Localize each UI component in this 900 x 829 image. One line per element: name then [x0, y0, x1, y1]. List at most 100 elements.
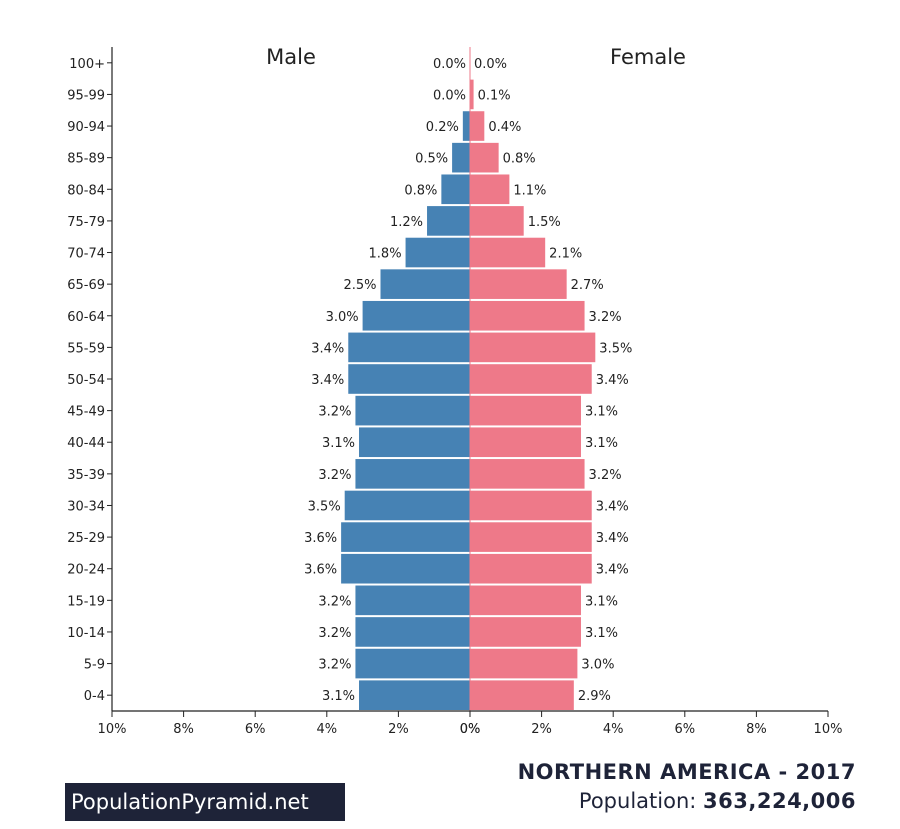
- x-tick-label: 4%: [316, 722, 337, 737]
- female-bar-80-84: [470, 174, 510, 205]
- female-bar-0-4: [470, 680, 574, 710]
- age-group-label: 5-9: [84, 658, 105, 673]
- female-value-label: 3.1%: [585, 436, 618, 451]
- female-value-label: 1.1%: [513, 183, 546, 198]
- male-bar-90-94: [462, 111, 470, 141]
- male-bar-20-24: [341, 553, 470, 584]
- female-bar-55-59: [470, 332, 596, 363]
- x-tick-label: 10%: [814, 722, 843, 737]
- age-group-label: 15-19: [67, 594, 105, 609]
- female-bar-35-39: [470, 459, 585, 489]
- female-value-label: 1.5%: [528, 215, 561, 230]
- female-bar-20-24: [470, 553, 592, 584]
- male-value-label: 3.2%: [318, 626, 351, 641]
- male-bar-10-14: [355, 617, 470, 647]
- male-value-label: 0.0%: [433, 57, 466, 72]
- male-header: Male: [266, 45, 316, 69]
- male-value-label: 3.4%: [311, 341, 344, 356]
- male-bar-25-29: [341, 522, 470, 552]
- x-tick-label: 6%: [245, 722, 266, 737]
- population-value: 363,224,006: [703, 789, 856, 813]
- x-tick-label: 6%: [674, 722, 695, 737]
- male-value-label: 3.2%: [318, 594, 351, 609]
- female-value-label: 3.2%: [589, 310, 622, 325]
- male-value-label: 2.5%: [343, 278, 376, 293]
- x-tick-label: 0%: [460, 722, 481, 737]
- male-value-label: 0.2%: [426, 120, 459, 135]
- male-value-label: 3.0%: [326, 310, 359, 325]
- female-value-label: 2.7%: [571, 278, 604, 293]
- female-value-label: 3.4%: [596, 563, 629, 578]
- male-bar-35-39: [355, 459, 470, 489]
- female-value-label: 3.5%: [599, 341, 632, 356]
- male-bar-30-34: [344, 490, 470, 521]
- male-bar-70-74: [405, 237, 470, 268]
- male-bar-75-79: [427, 206, 470, 236]
- male-value-label: 3.2%: [318, 405, 351, 420]
- region-year-title: NORTHERN AMERICA - 2017: [517, 760, 856, 784]
- male-value-label: 3.6%: [304, 563, 337, 578]
- population-summary: Population: 363,224,006: [579, 789, 856, 813]
- age-group-label: 55-59: [67, 341, 105, 356]
- age-group-label: 20-24: [67, 563, 105, 578]
- male-value-label: 3.2%: [318, 658, 351, 673]
- age-group-label: 50-54: [67, 373, 105, 388]
- female-bar-45-49: [470, 395, 581, 426]
- female-bar-90-94: [470, 111, 485, 141]
- male-bar-5-9: [355, 648, 470, 679]
- age-group-label: 80-84: [67, 183, 105, 198]
- female-value-label: 3.4%: [596, 531, 629, 546]
- age-group-label: 60-64: [67, 310, 105, 325]
- age-group-label: 45-49: [67, 405, 105, 420]
- male-bar-80-84: [441, 174, 470, 205]
- age-group-label: 25-29: [67, 531, 105, 546]
- male-value-label: 0.8%: [404, 183, 437, 198]
- female-value-label: 3.0%: [581, 658, 614, 673]
- male-value-label: 3.1%: [322, 689, 355, 704]
- male-value-label: 1.8%: [369, 247, 402, 262]
- age-group-label: 95-99: [67, 88, 105, 103]
- male-bar-40-44: [359, 427, 470, 458]
- female-bar-15-19: [470, 585, 581, 616]
- age-group-label: 100+: [69, 57, 105, 72]
- female-bar-30-34: [470, 490, 592, 521]
- x-tick-label: 10%: [98, 722, 127, 737]
- female-value-label: 3.1%: [585, 626, 618, 641]
- age-group-label: 65-69: [67, 278, 105, 293]
- brand-text: PopulationPyramid.net: [71, 790, 309, 814]
- age-group-label: 75-79: [67, 215, 105, 230]
- female-bar-75-79: [470, 206, 524, 236]
- female-value-label: 0.0%: [474, 57, 507, 72]
- female-value-label: 2.9%: [578, 689, 611, 704]
- male-value-label: 0.0%: [433, 88, 466, 103]
- female-value-label: 3.1%: [585, 594, 618, 609]
- female-bar-25-29: [470, 522, 592, 552]
- female-value-label: 3.2%: [589, 468, 622, 483]
- site-brand-badge[interactable]: PopulationPyramid.net: [65, 783, 345, 821]
- age-group-label: 90-94: [67, 120, 105, 135]
- x-tick-label: 4%: [603, 722, 624, 737]
- female-value-label: 2.1%: [549, 247, 582, 262]
- x-tick-label: 2%: [531, 722, 552, 737]
- male-bar-45-49: [355, 395, 470, 426]
- x-tick-label: 8%: [746, 722, 767, 737]
- age-group-label: 35-39: [67, 468, 105, 483]
- age-group-label: 30-34: [67, 499, 105, 514]
- age-group-label: 70-74: [67, 247, 105, 262]
- female-bar-5-9: [470, 648, 578, 679]
- x-tick-label: 2%: [388, 722, 409, 737]
- female-bar-95-99: [470, 79, 474, 110]
- male-bar-65-69: [380, 269, 470, 299]
- female-bar-85-89: [470, 142, 499, 173]
- male-bar-55-59: [348, 332, 470, 363]
- male-bar-0-4: [359, 680, 470, 710]
- female-bar-10-14: [470, 617, 581, 647]
- population-label: Population:: [578, 789, 697, 813]
- male-value-label: 3.5%: [308, 499, 341, 514]
- female-bar-65-69: [470, 269, 567, 299]
- age-group-label: 85-89: [67, 152, 105, 167]
- male-value-label: 1.2%: [390, 215, 423, 230]
- female-header: Female: [610, 45, 686, 69]
- female-value-label: 3.1%: [585, 405, 618, 420]
